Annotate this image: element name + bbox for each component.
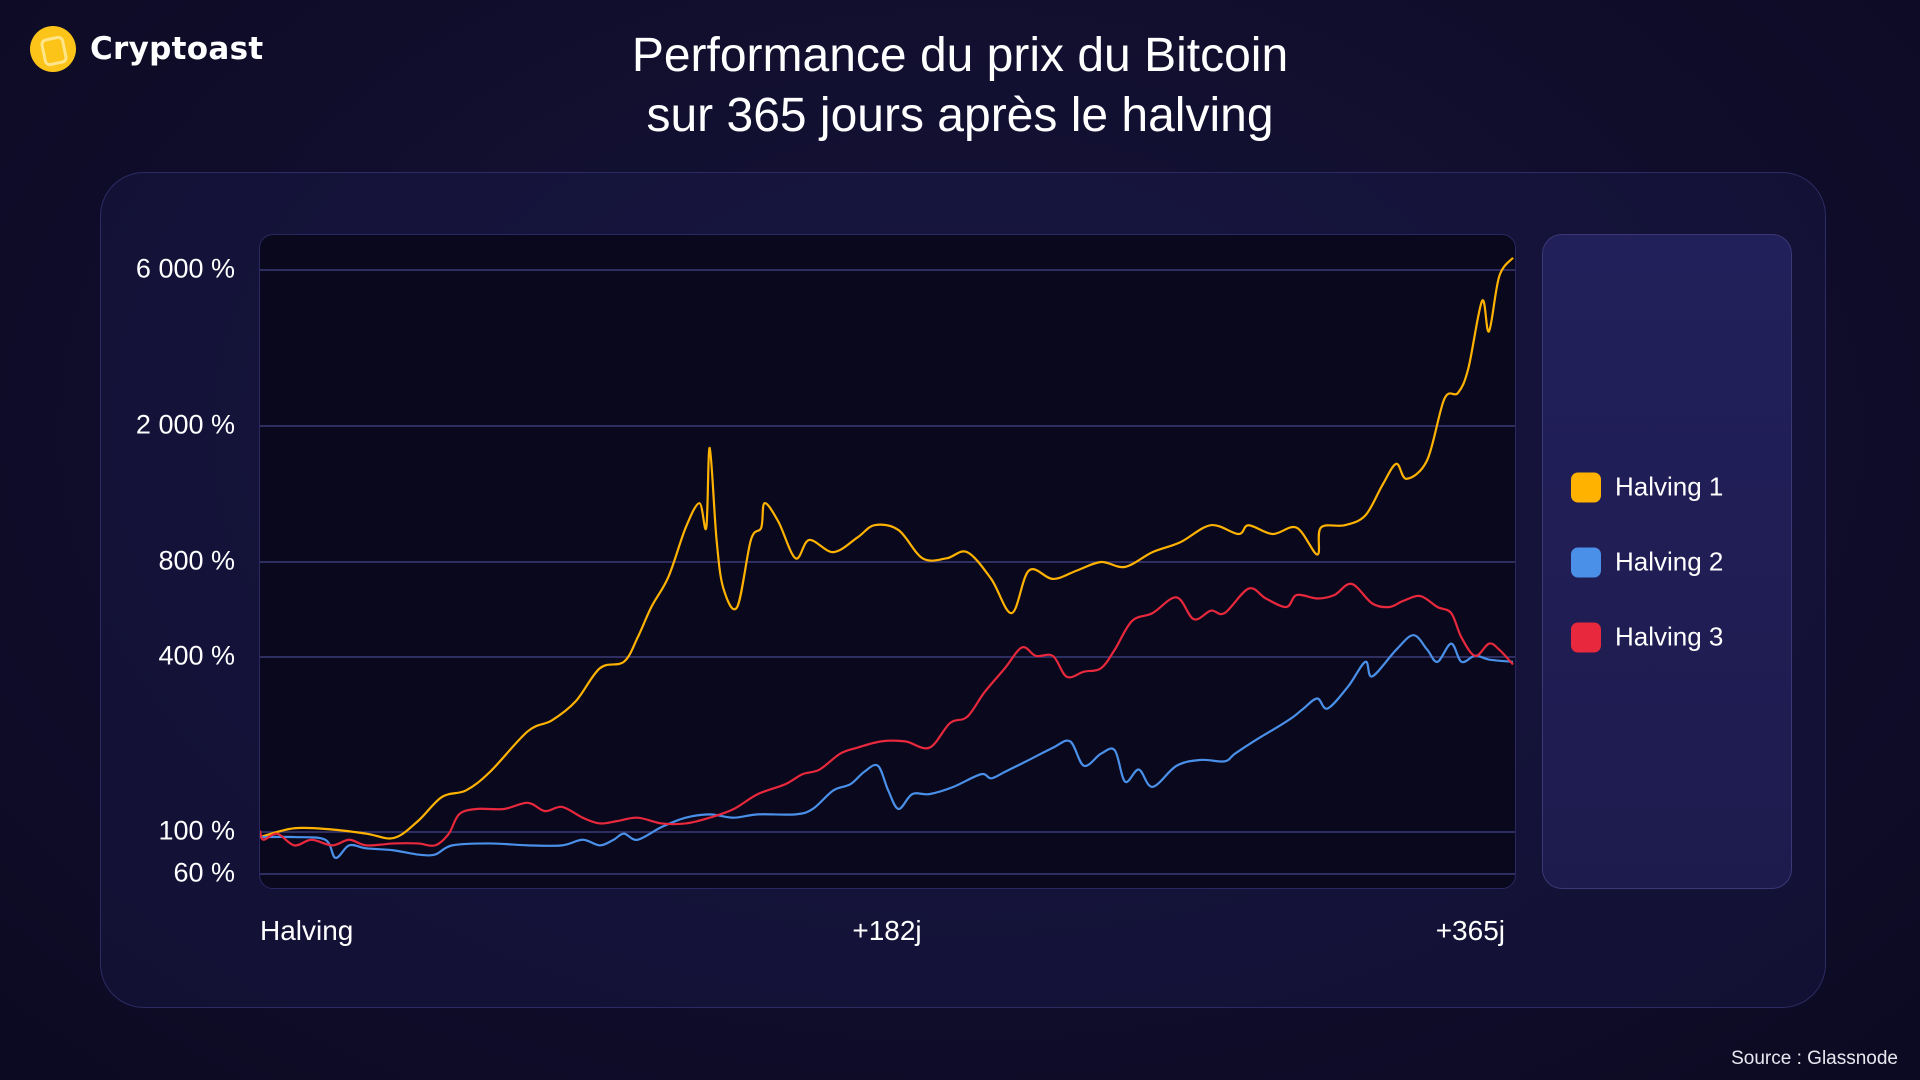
x-tick-label: +365j	[1435, 915, 1505, 946]
legend-label: Halving 2	[1615, 546, 1724, 577]
y-tick-label: 800 %	[158, 545, 235, 576]
line-chart	[260, 257, 1515, 875]
legend-swatch	[1571, 472, 1601, 502]
x-tick-label: +182j	[852, 915, 922, 946]
y-tick-label: 60 %	[173, 857, 235, 888]
legend-item-halving-1: Halving 1	[1571, 472, 1723, 503]
legend-item-halving-3: Halving 3	[1571, 622, 1723, 653]
legend-swatch	[1571, 622, 1601, 652]
legend-swatch	[1571, 547, 1601, 577]
y-tick-label: 400 %	[158, 640, 235, 671]
source-note: Source : Glassnode	[1731, 1048, 1898, 1069]
chart-title-line-1: Performance du prix du Bitcoin	[631, 29, 1289, 82]
brand-logo: Cryptoast	[30, 26, 263, 72]
cryptoast-logo-icon	[30, 26, 76, 72]
series-line-halving-3	[260, 582, 1514, 847]
plot-area	[259, 234, 1516, 889]
legend-item-halving-2: Halving 2	[1571, 547, 1723, 578]
y-tick-label: 100 %	[158, 815, 235, 846]
y-tick-label: 6 000 %	[135, 253, 235, 284]
x-tick-label: Halving	[260, 915, 354, 946]
brand-name: Cryptoast	[90, 31, 264, 67]
legend-label: Halving 1	[1615, 471, 1724, 502]
legend-label: Halving 3	[1615, 621, 1724, 652]
legend: Halving 1 Halving 2 Halving 3	[1542, 234, 1792, 889]
series-line-halving-2	[260, 634, 1514, 859]
y-tick-label: 2 000 %	[135, 409, 235, 440]
chart-title: Performance du prix du Bitcoin sur 365 j…	[0, 26, 1920, 146]
chart-title-line-2: sur 365 jours après le halving	[646, 89, 1274, 142]
series-line-halving-1	[260, 257, 1514, 840]
